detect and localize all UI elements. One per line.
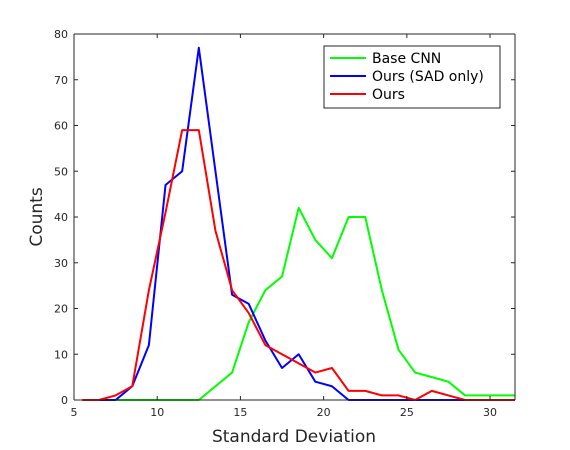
y-tick-label-6: 60 (54, 120, 68, 133)
series-line-2 (82, 129, 515, 401)
y-tick-label-8: 80 (54, 28, 68, 41)
x-tick-label-5: 30 (483, 406, 497, 419)
x-tick-label-3: 20 (317, 406, 331, 419)
y-tick-label-5: 50 (54, 165, 68, 178)
y-tick-label-2: 20 (54, 303, 68, 316)
x-tick-label-4: 25 (400, 406, 414, 419)
y-tick-label-3: 30 (54, 257, 68, 270)
legend: Base CNN Ours (SAD only) Ours (323, 45, 501, 109)
y-tick-label-1: 10 (54, 348, 68, 361)
x-axis-title: Standard Deviation (212, 427, 376, 447)
x-tick-label-0: 5 (71, 406, 78, 419)
x-tick-label-2: 15 (233, 406, 247, 419)
legend-label-0: Base CNN (372, 51, 441, 67)
x-tick-label-1: 10 (150, 406, 164, 419)
y-tick-label-7: 70 (54, 74, 68, 87)
y-axis-title: Counts (27, 187, 47, 246)
legend-label-1: Ours (SAD only) (372, 69, 484, 85)
y-tick-label-0: 0 (61, 394, 68, 407)
legend-label-2: Ours (372, 87, 405, 103)
y-tick-label-4: 40 (54, 211, 68, 224)
axes-layer: 5 10 15 20 25 30 0 10 20 30 40 50 60 70 80 (54, 28, 516, 419)
